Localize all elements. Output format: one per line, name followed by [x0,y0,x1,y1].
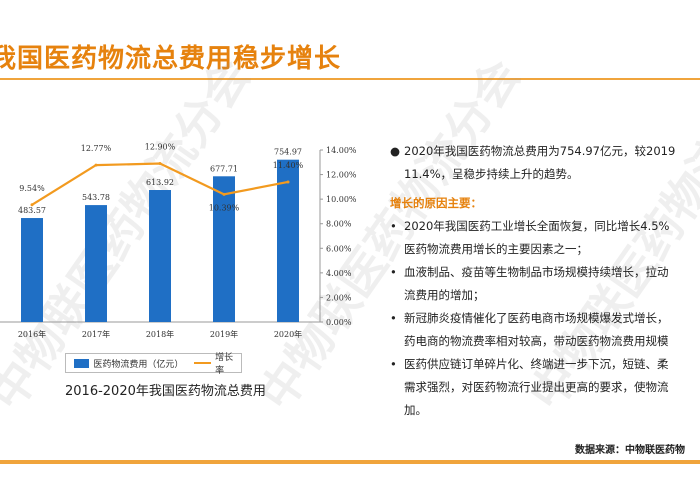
reason-3-line-1: • 新冠肺炎疫情催化了医药电商市场规模爆发式增长， [390,311,669,325]
legend-bar-swatch [74,358,90,368]
page-title: 我国医药物流总费用稳步增长 [0,44,342,74]
title-underline [0,78,700,80]
reason-4-line-2: 需求强烈，对医药物流行业提出更高的要求，使物流 [404,380,669,394]
legend-bar-label: 医药物流费用（亿元） [93,359,184,370]
bar-value-label: 543.78 [82,193,110,202]
bar [85,205,107,322]
bar-value-label: 613.92 [146,178,174,187]
x-tick-label: 2016年 [18,329,46,339]
data-labels: 483.57 2016年 543.78 2017年 613.92 2018年 677.71 2… [18,143,304,339]
bar-value-label: 677.71 [210,164,238,173]
legend-line-label: 增长率 [215,353,234,376]
x-tick-label: 2017年 [82,329,110,339]
data-source: 数据来源：中物联医药物 [575,445,685,456]
legend-line-swatch [193,362,212,364]
reason-1-line-2: 医药物流费用增长的主要因素之一； [404,242,588,256]
y2-tick-label: 10.00% [326,195,357,204]
analysis-panel: ● 2020年我国医药物流总费用为754.97亿元，较2019 11.4%，呈稳步… [390,140,700,422]
reasons-list: • 2020年我国医药工业增长全面恢复，同比增长4.5% 医药物流费用增长的主要因素… [390,215,700,422]
y2-tick-label: 14.00% [326,146,357,155]
reason-2-line-2: 流费用的增加； [404,288,485,302]
bottom-bar [0,460,700,464]
line-value-label: 10.39% [209,203,240,212]
growth-point [222,192,226,196]
x-tick-label: 2020年 [274,329,302,339]
bar-series [21,159,299,322]
line-value-label: 12.77% [81,144,112,153]
bar [149,190,171,322]
y2-tick-label: 8.00% [326,220,352,229]
chart-legend: 医药物流费用（亿元） 增长率 [65,353,242,376]
chart-caption: 2016-2020年我国医药物流总费用 [65,384,266,399]
summary-line-1: ● 2020年我国医药物流总费用为754.97亿元，较2019 [390,144,676,158]
reason-2-line-1: • 血液制品、疫苗等生物制品市场规模持续增长，拉动 [390,265,669,279]
chart-axes: 0.00% 2.00% 4.00% 6.00% 8.00% 10.00% 12.00% 14.… [0,146,357,327]
reason-1-line-1: • 2020年我国医药工业增长全面恢复，同比增长4.5% [390,219,670,233]
reason-3-line-2: 药电商的物流费率相对较高，带动医药物流费用规模 [404,334,669,348]
x-tick-label: 2019年 [210,329,238,339]
y2-tick-label: 6.00% [326,244,352,253]
growth-point [94,163,98,167]
growth-point [286,180,290,184]
y2-tick-label: 0.00% [326,318,352,327]
x-tick-label: 2018年 [146,329,174,339]
bar [213,176,235,322]
bar [21,218,43,322]
growth-line-series [30,162,290,207]
summary-line-2: 11.4%，呈稳步持续上升的趋势。 [404,167,579,181]
line-value-label: 12.90% [145,143,176,152]
bar [277,159,299,322]
reason-4-line-1: • 医药供应链订单碎片化、终端进一步下沉，短链、柔 [390,357,669,371]
reason-4-line-3: 加。 [404,403,427,417]
growth-point [158,162,162,166]
bar-value-label: 483.57 [18,206,46,215]
y2-tick-label: 4.00% [326,269,352,278]
bar-value-label: 754.97 [274,148,302,157]
growth-point [30,203,34,207]
line-value-label: 11.40% [273,161,304,170]
y2-tick-label: 2.00% [326,293,352,302]
combo-chart: 0.00% 2.00% 4.00% 6.00% 8.00% 10.00% 12.00% 14.… [0,143,357,339]
reasons-heading: 增长的原因主要： [390,196,482,210]
y2-tick-label: 12.00% [326,171,357,180]
line-value-label: 9.54% [19,184,45,193]
